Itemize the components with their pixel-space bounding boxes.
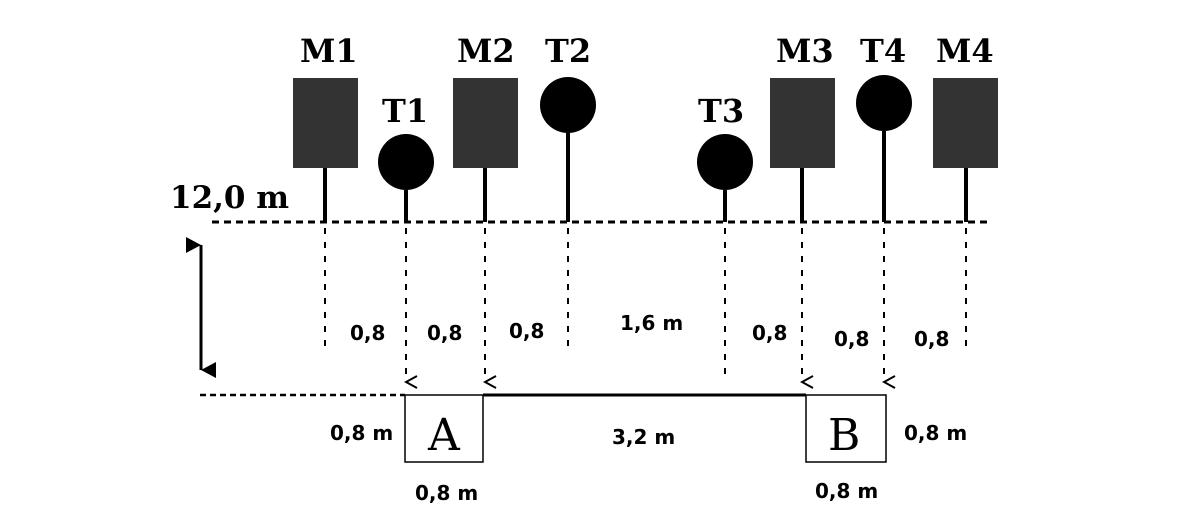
transmitter-head (540, 77, 596, 133)
microphone-m1: M1 (293, 32, 358, 350)
box-a-side-label: 0,8 m (330, 421, 393, 445)
transmitter-label: T4 (860, 32, 906, 70)
microphone-label: M1 (300, 32, 358, 70)
transmitter-label: T3 (698, 92, 744, 130)
microphone-label: M4 (936, 32, 994, 70)
box-a-label: A (427, 410, 461, 461)
spacing-label: 0,8 (914, 327, 949, 351)
box-b-label: B (828, 410, 860, 461)
microphone-label: M2 (457, 32, 515, 70)
transmitter-t4: T4 (856, 32, 912, 382)
transmitter-t3: T3 (697, 92, 753, 378)
microphone-m2: M2 (453, 32, 518, 382)
transmitter-head (856, 75, 912, 131)
microphone-label: M3 (776, 32, 834, 70)
microphone-m3: M3 (770, 32, 835, 382)
gap-label: 3,2 m (612, 425, 675, 449)
transmitter-label: T1 (382, 92, 428, 130)
box-a-outline (404, 394, 484, 463)
box-b-outline (805, 394, 887, 463)
microphone-body (770, 78, 835, 168)
microphone-body (453, 78, 518, 168)
box-a-bottom-label: 0,8 m (415, 481, 478, 505)
box-b-side-label: 0,8 m (904, 421, 967, 445)
transmitter-head (378, 134, 434, 190)
microphone-m4: M4 (933, 32, 998, 348)
transmitter-t1: T1 (378, 92, 434, 382)
box-a: A 0,8 m 0,8 m (330, 394, 484, 505)
box-b-bottom-label: 0,8 m (815, 479, 878, 503)
height-label: 12,0 m (170, 180, 289, 216)
microphone-body (293, 78, 358, 168)
transmitter-head (697, 134, 753, 190)
spacing-label: 0,8 (752, 321, 787, 345)
microphone-body (933, 78, 998, 168)
transmitter-label: T2 (545, 32, 591, 70)
spacing-label: 0,8 (834, 327, 869, 351)
spacing-label: 0,8 (350, 321, 385, 345)
spacing-label: 1,6 m (620, 311, 683, 335)
spacing-label: 0,8 (427, 321, 462, 345)
box-b: B 0,8 m 0,8 m (805, 394, 967, 503)
spacing-label: 0,8 (509, 319, 544, 343)
transmitter-t2: T2 (540, 32, 596, 348)
